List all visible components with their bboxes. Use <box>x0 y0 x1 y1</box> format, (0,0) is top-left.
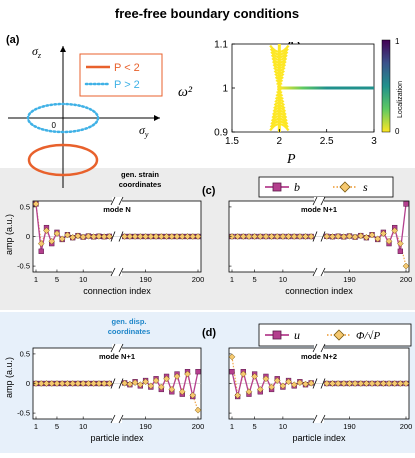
xtick-label: 1 <box>34 275 38 284</box>
sigma-z-arrow-icon <box>60 46 66 52</box>
xtick-label: 5 <box>55 422 59 431</box>
xtick-label: 1 <box>34 422 38 431</box>
panel-a: 0 σz σy P < 2 P > 2 <box>8 44 162 188</box>
panel-b-xtick-label: 2 <box>277 136 283 147</box>
disp-label-line2: coordinates <box>108 327 151 336</box>
panel-b-ylabel: ω² <box>178 85 193 100</box>
xtick-label: 5 <box>253 422 257 431</box>
data-point-u <box>196 369 201 374</box>
legend-d-u-marker <box>273 331 281 339</box>
xtick-label: 200 <box>400 422 413 431</box>
legend-c: b s <box>259 177 393 197</box>
chart-xlabel: particle index <box>90 433 144 443</box>
xtick-label: 190 <box>343 275 356 284</box>
edge-mode-line <box>279 87 374 90</box>
xtick-label: 200 <box>400 275 413 284</box>
legend-c-s-label: s <box>363 180 368 194</box>
chart-xlabel: connection index <box>83 286 151 296</box>
ytick-label: -0.5 <box>17 409 30 418</box>
xtick-label: 200 <box>192 275 205 284</box>
ytick-label: 0 <box>26 232 30 241</box>
chart-xlabel: connection index <box>285 286 353 296</box>
colorbar-tick-top: 1 <box>395 37 400 46</box>
panel-label-d: (d) <box>202 327 216 339</box>
xtick-label: 5 <box>55 275 59 284</box>
axis-break-mask <box>112 415 122 423</box>
panel-d-ylabel: amp (a.u.) <box>4 357 14 398</box>
legend-c-b-label: b <box>294 180 300 194</box>
panel-b-ytick-label: 1.1 <box>214 40 228 51</box>
sigma-y-arrow-icon <box>154 115 160 121</box>
data-point-u <box>230 369 235 374</box>
ytick-label: 0.5 <box>20 349 30 358</box>
xtick-label: 10 <box>79 275 87 284</box>
data-point-b <box>398 249 403 254</box>
strain-label-line1: gen. strain <box>121 170 159 179</box>
ytick-label: -0.5 <box>17 262 30 271</box>
panel-b-xtick-label: 3 <box>371 136 377 147</box>
legend-d-u-label: u <box>294 328 300 342</box>
xtick-label: 5 <box>253 275 257 284</box>
xtick-label: 190 <box>139 275 152 284</box>
panel-b-xtick-label: 2.5 <box>320 136 334 147</box>
ytick-label: 0.5 <box>20 202 30 211</box>
legend-c-b-marker <box>273 183 281 191</box>
xtick-label: 200 <box>192 422 205 431</box>
chart-xlabel: particle index <box>292 433 346 443</box>
colorbar-tick-bottom: 0 <box>395 127 400 136</box>
localization-colorbar <box>382 40 390 132</box>
panel-b-ytick-label: 0.9 <box>214 128 228 139</box>
axis-break-mask <box>314 268 324 276</box>
xtick-label: 10 <box>79 422 87 431</box>
disp-label-line1: gen. disp. <box>111 317 146 326</box>
axis-break-mask <box>314 415 324 423</box>
xtick-label: 190 <box>343 422 356 431</box>
xtick-label: 1 <box>230 275 234 284</box>
axis-break-mask <box>112 197 122 205</box>
axis-break-mask <box>314 197 324 205</box>
panel-b-xlabel: P <box>286 152 296 167</box>
legend-d-phi-label: Φ/√P <box>356 330 380 342</box>
legend-label-p-gt-2: P > 2 <box>114 79 140 91</box>
chart-title: mode N <box>103 205 131 214</box>
figure-title: free-free boundary conditions <box>115 6 299 21</box>
xtick-label: 190 <box>139 422 152 431</box>
chart-title: mode N+1 <box>99 352 135 361</box>
colorbar-label: Localization <box>397 81 404 118</box>
data-point-b <box>39 249 44 254</box>
sigma-y-label: σy <box>139 123 149 139</box>
axis-break-mask <box>112 268 122 276</box>
sigma-z-label: σz <box>32 44 42 60</box>
panel-label-a: (a) <box>6 34 20 46</box>
panel-label-c: (c) <box>202 185 216 197</box>
chart-title: mode N+1 <box>301 205 337 214</box>
panel-b-ytick-label: 1 <box>222 84 228 95</box>
chart-title: mode N+2 <box>301 352 337 361</box>
legend-d: u Φ/√P <box>259 324 411 346</box>
panel-c-ylabel: amp (a.u.) <box>4 214 14 255</box>
xtick-label: 10 <box>279 422 287 431</box>
axis-break-mask <box>112 344 122 352</box>
legend-label-p-lt-2: P < 2 <box>114 62 140 74</box>
axis-break-mask <box>314 344 324 352</box>
ytick-label: 0 <box>26 379 30 388</box>
xtick-label: 10 <box>279 275 287 284</box>
origin-label: 0 <box>52 121 57 130</box>
data-point-b <box>404 202 409 207</box>
strain-label-line2: coordinates <box>119 180 162 189</box>
xtick-label: 1 <box>230 422 234 431</box>
